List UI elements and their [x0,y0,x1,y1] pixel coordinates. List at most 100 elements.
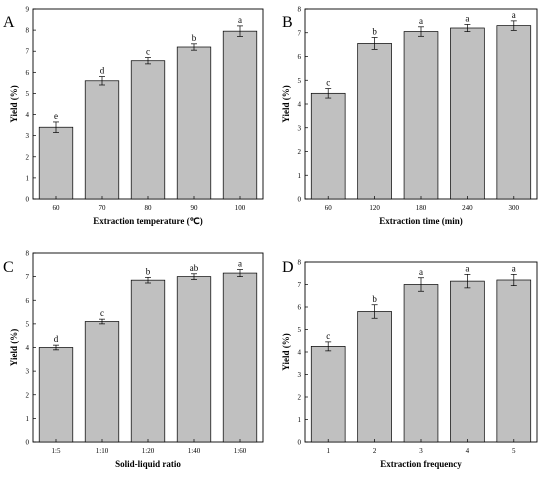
significance-label: a [419,16,423,26]
y-tick-label: 8 [26,27,30,35]
y-tick-label: 0 [298,439,302,447]
bar [450,280,485,443]
significance-label: b [372,294,377,304]
x-axis-title: Extraction time (min) [379,216,462,226]
y-tick-label: 5 [26,320,30,328]
y-tick-label: 2 [26,391,30,399]
significance-label: a [465,263,469,273]
y-axis-title: Yield (%) [281,85,291,122]
x-tick-label: 70 [99,204,107,212]
panel-letter: A [3,14,15,31]
significance-label: b [192,33,197,43]
y-tick-label: 1 [26,415,30,423]
x-axis-title: Solid-liquid ratio [115,459,181,469]
x-tick-label: 180 [416,204,427,212]
y-tick-label: 0 [298,196,302,204]
significance-label: c [146,47,150,57]
chart-panel-a: A 0 1 2 3 4 5 6 7 8 9 e 60 d 70 c 80 b 90 a 100 Extraction te… [3,6,264,226]
y-axis-title: Yield (%) [9,85,19,122]
x-tick-label: 1:40 [188,447,201,455]
bar [357,43,392,200]
y-axis-title: Yield (%) [9,329,19,366]
x-tick-label: 120 [369,204,380,212]
bar [176,276,212,443]
y-tick-label: 1 [298,172,302,180]
bar [84,321,120,443]
x-tick-label: 5 [512,447,516,455]
bar [38,126,74,200]
x-tick-label: 1:60 [234,447,247,455]
y-tick-label: 7 [298,281,302,289]
y-tick-label: 6 [26,297,30,305]
x-tick-label: 1 [326,447,330,455]
y-tick-label: 4 [26,111,30,119]
y-tick-label: 6 [298,53,302,61]
bar [450,27,485,200]
y-tick-label: 1 [298,416,302,424]
y-tick-label: 3 [26,132,30,140]
chart-panel-d: D 0 1 2 3 4 5 6 7 8 c 1 b 2 a 3 a 4 a 5 Extraction frequency… [281,259,538,469]
significance-label: a [512,10,516,20]
bar [403,284,439,443]
bar [310,346,346,443]
y-axis-title: Yield (%) [281,333,291,370]
y-tick-label: 6 [26,69,30,77]
y-tick-label: 4 [26,344,30,352]
x-tick-label: 90 [191,204,199,212]
significance-label: d [54,334,59,344]
y-tick-label: 0 [26,196,30,204]
bar [176,46,212,200]
x-axis-title: Extraction frequency [380,459,462,469]
y-tick-label: 7 [298,29,302,37]
y-tick-label: 8 [298,6,302,14]
bar [310,92,346,200]
significance-label: c [326,331,330,341]
x-tick-label: 1:5 [52,447,61,455]
y-tick-label: 9 [26,6,30,14]
x-tick-label: 1:10 [96,447,109,455]
significance-label: c [100,308,104,318]
bar [357,311,392,443]
bar [38,347,74,443]
y-tick-label: 1 [26,174,30,182]
chart-panel-b: B 0 1 2 3 4 5 6 7 8 c 60 b 120 a 180 a 240 a 300 Extraction … [281,6,538,226]
y-tick-label: 7 [26,273,30,281]
y-tick-label: 8 [298,259,302,267]
significance-label: d [100,66,105,76]
significance-label: a [238,259,242,269]
y-tick-label: 5 [298,77,302,85]
x-tick-label: 240 [462,204,473,212]
y-tick-label: 4 [298,349,302,357]
y-tick-label: 8 [26,250,30,258]
significance-label: a [419,267,423,277]
significance-label: a [238,15,242,25]
bar [222,30,258,200]
y-tick-label: 7 [26,48,30,56]
x-tick-label: 1:20 [142,447,155,455]
bar [130,279,166,443]
x-tick-label: 3 [419,447,423,455]
bar [496,25,532,200]
y-tick-label: 2 [298,148,302,156]
bar [222,272,258,443]
y-tick-label: 2 [298,394,302,402]
y-tick-label: 3 [298,371,302,379]
x-tick-label: 60 [53,204,61,212]
significance-label: a [512,263,516,273]
y-tick-label: 3 [26,368,30,376]
y-tick-label: 5 [298,326,302,334]
x-axis-title: Extraction temperature (℃) [93,216,202,226]
significance-label: c [326,78,330,88]
y-tick-label: 0 [26,439,30,447]
y-tick-label: 5 [26,90,30,98]
significance-label: b [372,27,377,37]
panel-letter: C [3,259,14,276]
significance-label: a [465,13,469,23]
bar [403,31,439,200]
y-tick-label: 4 [298,101,302,109]
bar [130,60,166,200]
bar [496,279,532,443]
chart-panel-c: C 0 1 2 3 4 5 6 7 8 d 1:5 c 1:10 b 1:20 ab 1:40 a 1:60 Solid… [3,250,264,469]
bar [84,80,120,200]
